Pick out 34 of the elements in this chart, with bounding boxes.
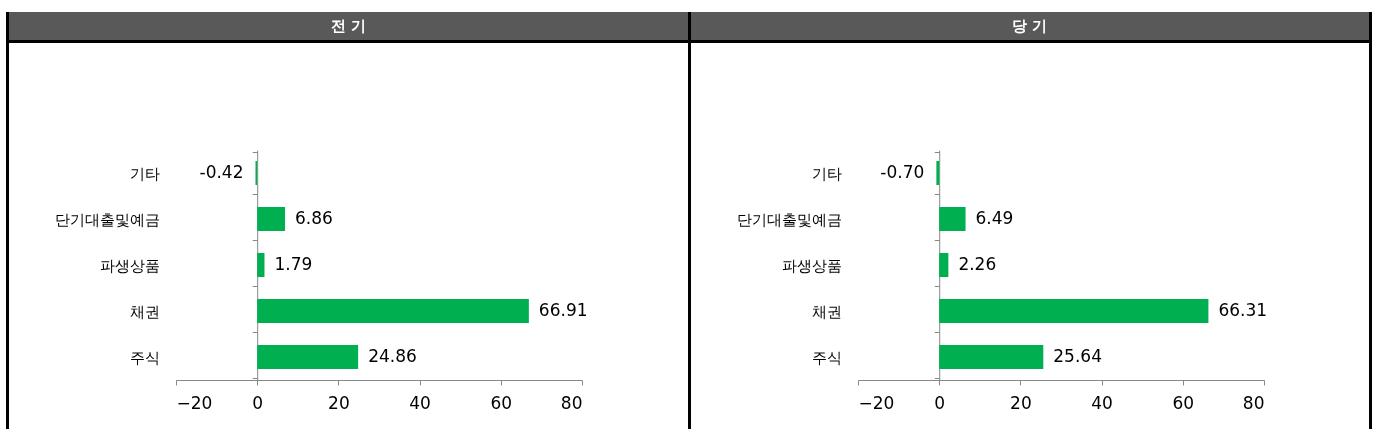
chart-title: 당 기 xyxy=(690,12,1369,43)
y-tick-label: 채권 xyxy=(811,302,841,321)
data-label: 2.26 xyxy=(957,254,996,274)
y-tick-label: 주식 xyxy=(811,348,841,367)
data-label: 66.31 xyxy=(1217,300,1267,320)
data-label: 6.49 xyxy=(975,208,1013,228)
x-tick-label: 80 xyxy=(560,392,583,413)
data-label: 1.79 xyxy=(274,254,313,274)
data-label: 66.91 xyxy=(538,300,588,320)
data-label: -0.70 xyxy=(879,162,924,182)
y-tick-label: 단기대출및예금 xyxy=(736,210,841,229)
y-tick-label: 파생상품 xyxy=(99,256,160,275)
y-tick-label: 단기대출및예금 xyxy=(54,210,160,229)
x-tick-label: 0 xyxy=(933,392,945,413)
x-tick-label: 40 xyxy=(1090,392,1113,413)
data-label: -0.42 xyxy=(199,162,244,182)
y-tick-label: 기타 xyxy=(129,164,160,183)
data-label: 24.86 xyxy=(368,346,417,366)
x-tick-label: 60 xyxy=(490,392,513,413)
y-tick-label: 채권 xyxy=(129,302,160,321)
y-tick-label: 파생상품 xyxy=(781,256,841,275)
chart-title: 전 기 xyxy=(9,12,688,43)
x-tick-label: 40 xyxy=(409,392,431,413)
x-tick-label: 20 xyxy=(1009,392,1032,413)
x-tick-label: 20 xyxy=(328,392,350,413)
x-tick-label: −20 xyxy=(858,392,894,413)
x-tick-label: 60 xyxy=(1171,392,1194,413)
y-tick-label: 주식 xyxy=(129,348,160,367)
x-tick-label: 0 xyxy=(252,392,264,413)
data-label: 25.64 xyxy=(1052,346,1102,366)
y-tick-label: 기타 xyxy=(811,164,841,183)
x-tick-label: −20 xyxy=(176,392,213,413)
data-label: 6.86 xyxy=(295,208,333,228)
x-tick-label: 80 xyxy=(1242,392,1264,413)
